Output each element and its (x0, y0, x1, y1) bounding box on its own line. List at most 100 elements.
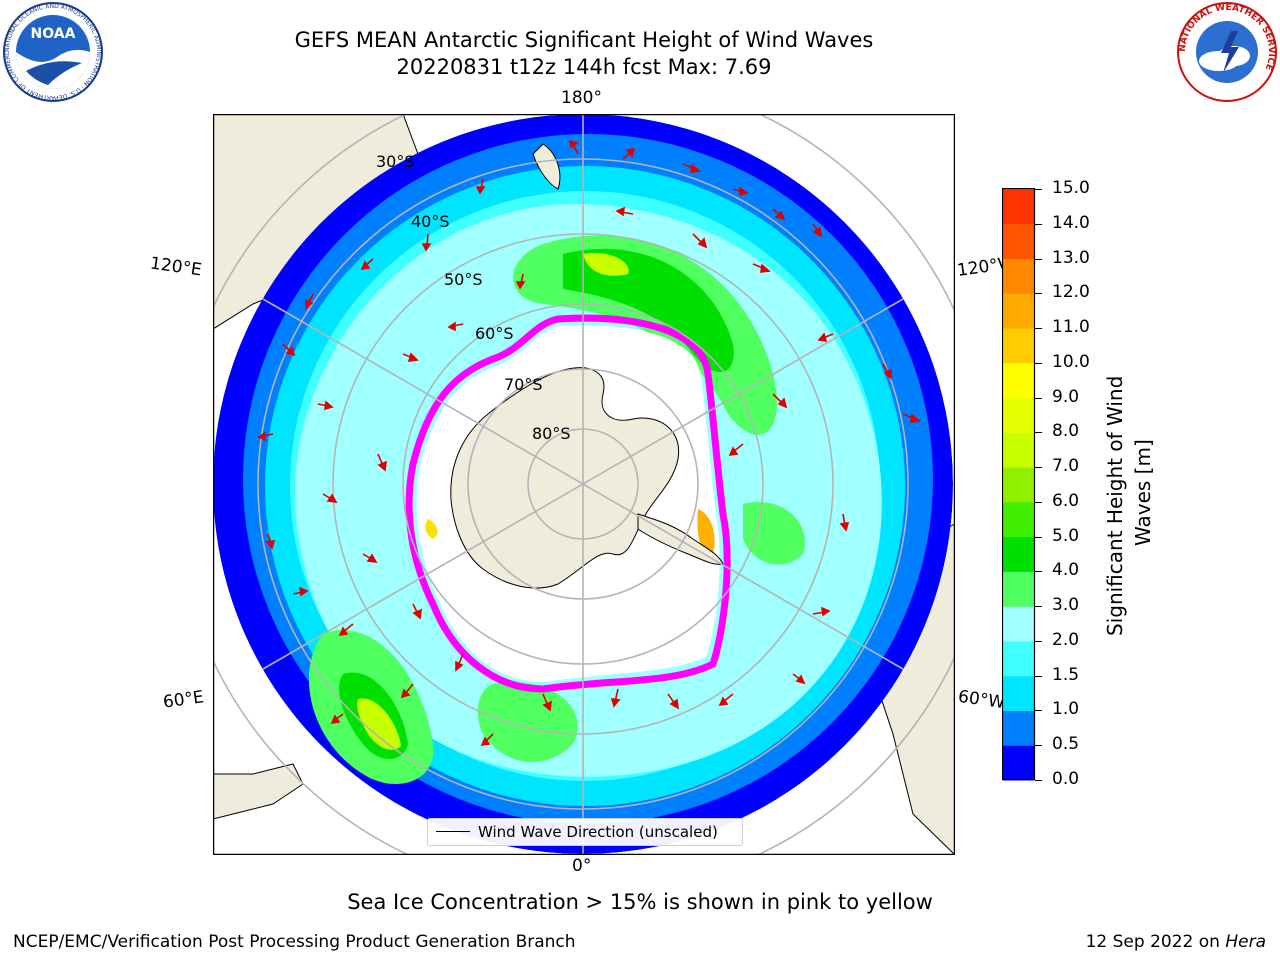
colorbar-tick-mark (1035, 780, 1042, 781)
lon-label-180: 180° (561, 88, 602, 108)
colorbar-tick-label: 13.0 (1052, 247, 1090, 268)
sea-ice-edge (405, 314, 731, 693)
wave-arrow (377, 453, 387, 472)
legend-line-swatch (436, 831, 470, 832)
sea-ice-yellow-patch (697, 509, 715, 555)
colorbar-tick-mark (1035, 328, 1042, 330)
colorbar-cell (1003, 745, 1034, 781)
colorbar-cell (1003, 675, 1034, 711)
lat-label-40s: 40°S (411, 212, 450, 231)
wave-arrow (718, 693, 734, 706)
graticule (213, 114, 955, 855)
colorbar-cell (1003, 258, 1034, 294)
wave-field-3-4m-south (477, 682, 578, 763)
colorbar-tick-mark (1035, 745, 1042, 747)
colorbar-tick-label: 6.0 (1052, 490, 1080, 511)
wave-field-6-7m (357, 698, 401, 750)
colorbar-label-line1: Significant Height of Wind (1103, 375, 1127, 636)
colorbar-tick-label: 0.5 (1052, 734, 1080, 755)
colorbar-cell (1003, 571, 1034, 607)
colorbar-tick-mark (1035, 293, 1042, 295)
lat-label-30s: 30°S (376, 152, 415, 171)
wave-arrow (400, 683, 414, 699)
colorbar-tick-label: 11.0 (1052, 317, 1090, 338)
wave-arrow (322, 493, 338, 503)
wave-arrow (772, 393, 788, 409)
colorbar-tick-label: 0.0 (1052, 769, 1080, 789)
colorbar-tick-mark (1035, 640, 1042, 642)
colorbar-tick-label: 15.0 (1052, 178, 1090, 198)
wave-arrow (610, 688, 621, 708)
colorbar-tick-label: 4.0 (1052, 560, 1080, 581)
wave-arrow (839, 513, 850, 532)
wave-arrow (305, 293, 314, 310)
colorbar-cell (1003, 710, 1034, 746)
wave-arrow (317, 400, 334, 411)
colorbar-cell (1003, 606, 1034, 642)
wave-arrow (817, 332, 834, 342)
wave-arrow (732, 186, 749, 197)
wave-arrow (812, 606, 831, 617)
wave-field-6-7m-north (583, 253, 629, 276)
wave-arrow (292, 586, 309, 597)
nws-logo: NATIONAL WEATHER SERVICE (1177, 2, 1277, 102)
colorbar-cell (1003, 397, 1034, 433)
colorbar-tick-mark (1035, 675, 1042, 677)
colorbar-tick-mark (1035, 258, 1042, 260)
colorbar-tick-mark (1035, 710, 1042, 712)
colorbar-cell (1003, 293, 1034, 329)
colorbar-tick-label: 1.0 (1052, 699, 1080, 720)
wave-arrow (265, 533, 276, 550)
lat-label-60s: 60°S (475, 324, 514, 343)
wave-arrow (902, 413, 921, 423)
footer-machine: Hera (1225, 932, 1266, 952)
wave-arrow (330, 713, 344, 724)
footer-date-text: 12 Sep 2022 on (1085, 932, 1226, 952)
wave-arrow (282, 343, 296, 357)
wave-arrow (692, 233, 708, 249)
colorbar-tick-label: 8.0 (1052, 421, 1080, 442)
colorbar-tick-label: 9.0 (1052, 386, 1080, 407)
polar-map (213, 114, 955, 855)
colorbar-tick-mark (1035, 223, 1042, 225)
wave-arrow (792, 673, 806, 685)
colorbar-tick-label: 5.0 (1052, 525, 1080, 546)
colorbar-tick-mark (1035, 536, 1042, 538)
antarctica-land (450, 367, 680, 589)
lon-label-120e: 120°E (148, 253, 203, 281)
map-frame (213, 114, 955, 855)
lat-label-80s: 80°S (532, 424, 571, 443)
colorbar-cell (1003, 223, 1034, 260)
colorbar-cell (1003, 640, 1034, 677)
colorbar (1002, 188, 1036, 781)
wave-arrow (882, 363, 892, 380)
wave-arrow (667, 693, 679, 710)
colorbar-tick-label: 7.0 (1052, 456, 1080, 477)
colorbar-cell (1003, 189, 1034, 225)
wave-arrow (772, 208, 786, 221)
wave-arrow (362, 553, 378, 563)
colorbar-cell (1003, 467, 1034, 503)
wave-arrow (542, 693, 552, 712)
colorbar-tick-label: 14.0 (1052, 212, 1090, 233)
colorbar-tick-label: 12.0 (1052, 282, 1090, 303)
lon-label-0: 0° (572, 856, 592, 876)
colorbar-tick-label: 1.5 (1052, 664, 1080, 685)
lon-label-60w: 60°W (956, 686, 1007, 714)
sea-ice-yellow-patch-west (425, 519, 438, 539)
footer-date: 12 Sep 2022 on Hera (1086, 932, 1266, 952)
wave-arrow (515, 273, 526, 290)
colorbar-tick-mark (1035, 606, 1042, 608)
wave-field-3-4m-east (743, 502, 805, 565)
colorbar-cell (1003, 362, 1034, 399)
noaa-logo-text: NOAA (31, 26, 76, 42)
wave-arrow (455, 653, 464, 672)
wave-arrow (812, 223, 822, 238)
map-legend: Wind Wave Direction (unscaled) (427, 818, 743, 846)
wave-arrow (615, 206, 634, 217)
wave-arrow (447, 321, 464, 332)
colorbar-tick-label: 2.0 (1052, 629, 1080, 650)
wave-arrow (338, 623, 354, 636)
lat-label-70s: 70°S (504, 375, 543, 394)
colorbar-cell (1003, 432, 1034, 468)
